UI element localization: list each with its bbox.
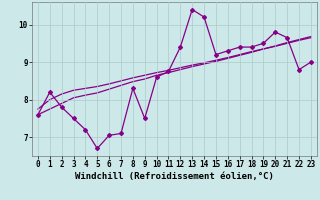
X-axis label: Windchill (Refroidissement éolien,°C): Windchill (Refroidissement éolien,°C) [75, 172, 274, 181]
